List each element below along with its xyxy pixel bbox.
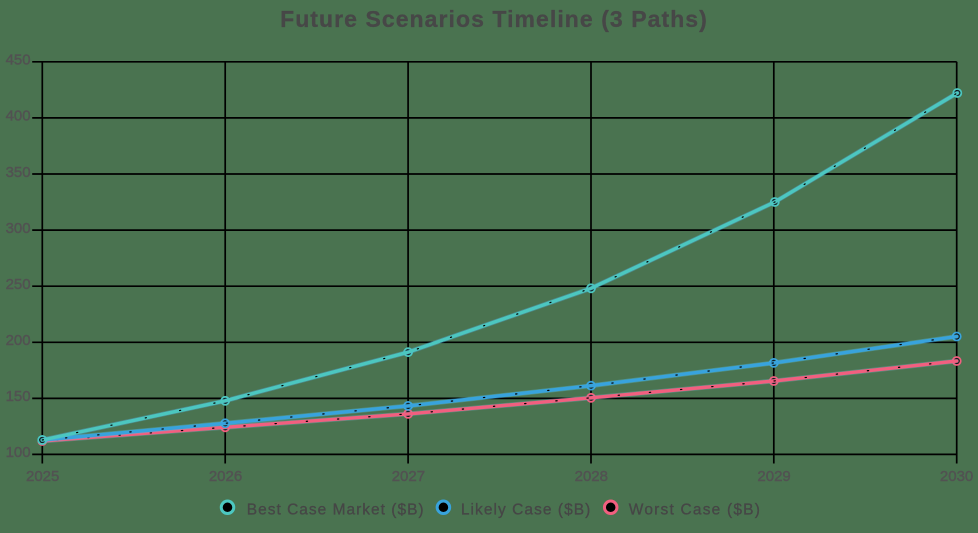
svg-text:Worst Case ($B): Worst Case ($B) (629, 501, 761, 518)
svg-text:100: 100 (6, 444, 31, 461)
svg-text:2029: 2029 (757, 468, 790, 485)
svg-text:2026: 2026 (209, 468, 242, 485)
svg-text:200: 200 (6, 332, 31, 349)
svg-text:350: 350 (6, 164, 31, 181)
svg-text:2028: 2028 (575, 468, 608, 485)
svg-text:300: 300 (6, 220, 31, 237)
svg-text:2025: 2025 (26, 468, 59, 485)
svg-text:Best Case Market ($B): Best Case Market ($B) (247, 501, 425, 518)
svg-text:150: 150 (6, 388, 31, 405)
svg-text:400: 400 (6, 108, 31, 125)
svg-text:2030: 2030 (940, 468, 973, 485)
svg-text:Future Scenarios Timeline (3 P: Future Scenarios Timeline (3 Paths) (280, 6, 708, 32)
svg-text:250: 250 (6, 276, 31, 293)
svg-text:Likely Case ($B): Likely Case ($B) (461, 501, 592, 518)
svg-text:2027: 2027 (392, 468, 425, 485)
svg-text:450: 450 (6, 52, 31, 69)
